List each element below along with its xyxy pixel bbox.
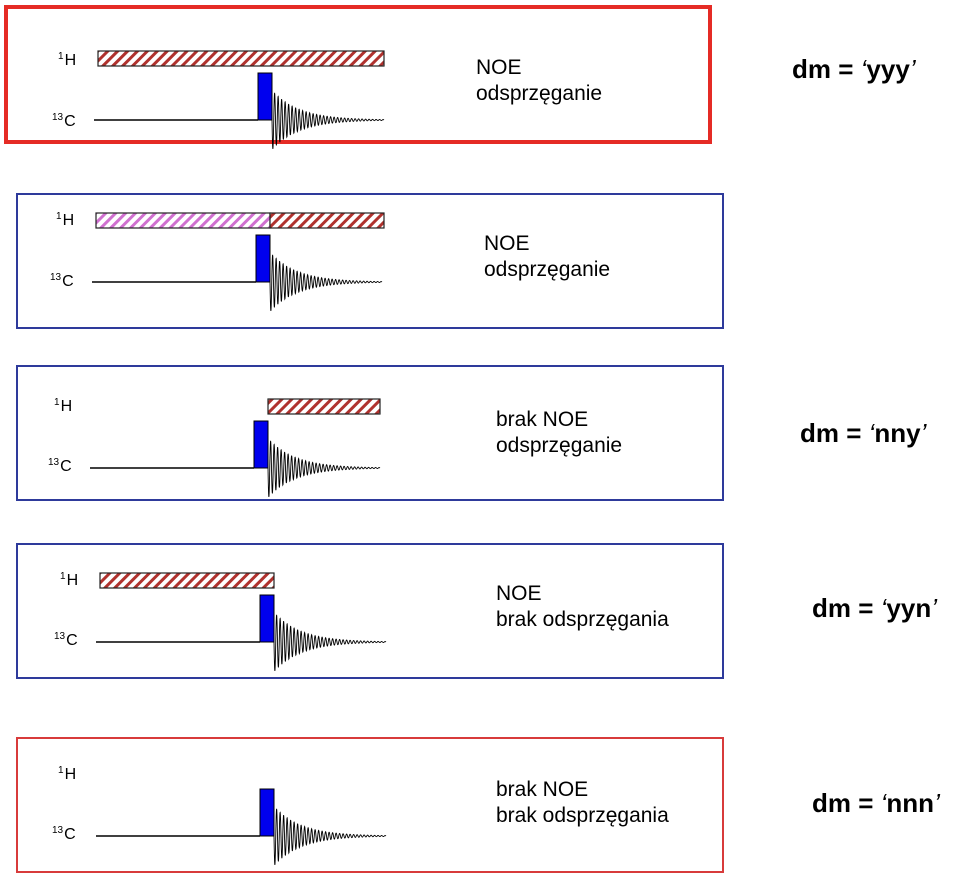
decoupling-bar — [97, 50, 385, 67]
panel-3-decoupling-text: odsprzęganie — [496, 434, 623, 457]
sequence-panel-5: 1H 13C brak NOE brak odsprzęgania — [16, 737, 724, 873]
panel-5-label: brak NOE brak odsprzęgania — [496, 777, 669, 829]
pulse-sequence-5 — [96, 788, 387, 865]
sequence-panel-4: 1H 13C NOE brak odsprzęgania — [16, 543, 724, 679]
dm-value-1: dm = ‘yyy’ — [792, 54, 916, 84]
fid-signal — [273, 614, 387, 671]
sequence-panel-2: 1H 13C NOE odsprzęganie — [16, 193, 724, 329]
c13-nucleus-label: 13C — [50, 272, 74, 290]
pulse-sequence-1 — [94, 50, 385, 149]
pulse-sequence-2 — [92, 212, 385, 311]
h1-nucleus-label: 1H — [56, 211, 75, 229]
panel-2-label: NOE odsprzęganie — [484, 231, 610, 283]
panel-4-label: NOE brak odsprzęgania — [496, 581, 669, 633]
c13-nucleus-label: 13C — [54, 631, 78, 649]
pulse-sequence-3 — [90, 398, 381, 497]
c13-nucleus-label: 13C — [52, 825, 76, 843]
panel-3-noe-text: brak NOE — [496, 408, 589, 431]
panel-2-noe-text: NOE — [484, 232, 530, 255]
panel-1-decoupling-text: odsprzęganie — [476, 82, 603, 105]
sequence-panel-3: 1H 13C brak NOE odsprzęganie — [16, 365, 724, 501]
panel-4-noe-text: NOE — [496, 582, 542, 605]
panel-1-label: NOE odsprzęganie — [476, 55, 602, 107]
noe-saturation-bar — [95, 212, 271, 229]
panel-2-decoupling-text: odsprzęganie — [484, 258, 611, 281]
sequence-panel-1: 1H 13C NOE odsprzęganie — [4, 5, 712, 149]
rf-pulse — [259, 594, 275, 643]
fid-signal — [269, 254, 383, 311]
panel-5-decoupling-text: brak odsprzęgania — [496, 804, 669, 827]
dm-value-4: dm = ‘yyn’ — [812, 593, 938, 623]
fid-signal — [271, 92, 385, 149]
fid-signal — [273, 808, 387, 865]
c13-nucleus-label: 13C — [48, 457, 72, 475]
rf-pulse — [257, 72, 273, 121]
rf-pulse — [259, 788, 275, 837]
noe-bar — [99, 572, 275, 589]
panel-5-noe-text: brak NOE — [496, 778, 589, 801]
fid-signal — [267, 440, 381, 497]
pulse-sequence-4 — [96, 572, 387, 671]
dm-value-5: dm = ‘nnn’ — [812, 788, 940, 818]
rf-pulse — [255, 234, 271, 283]
h1-nucleus-label: 1H — [60, 571, 79, 589]
rf-pulse — [253, 420, 269, 469]
decoupling-bar — [267, 398, 381, 415]
panel-4-decoupling-text: brak odsprzęgania — [496, 608, 669, 631]
panel-3-label: brak NOE odsprzęganie — [496, 407, 622, 459]
h1-nucleus-label: 1H — [58, 51, 77, 69]
c13-nucleus-label: 13C — [52, 112, 76, 130]
dm-value-3: dm = ‘nny’ — [800, 418, 927, 448]
h1-nucleus-label: 1H — [58, 765, 77, 783]
panel-1-noe-text: NOE — [476, 56, 522, 79]
decoupling-bar — [269, 212, 385, 229]
h1-nucleus-label: 1H — [54, 397, 73, 415]
